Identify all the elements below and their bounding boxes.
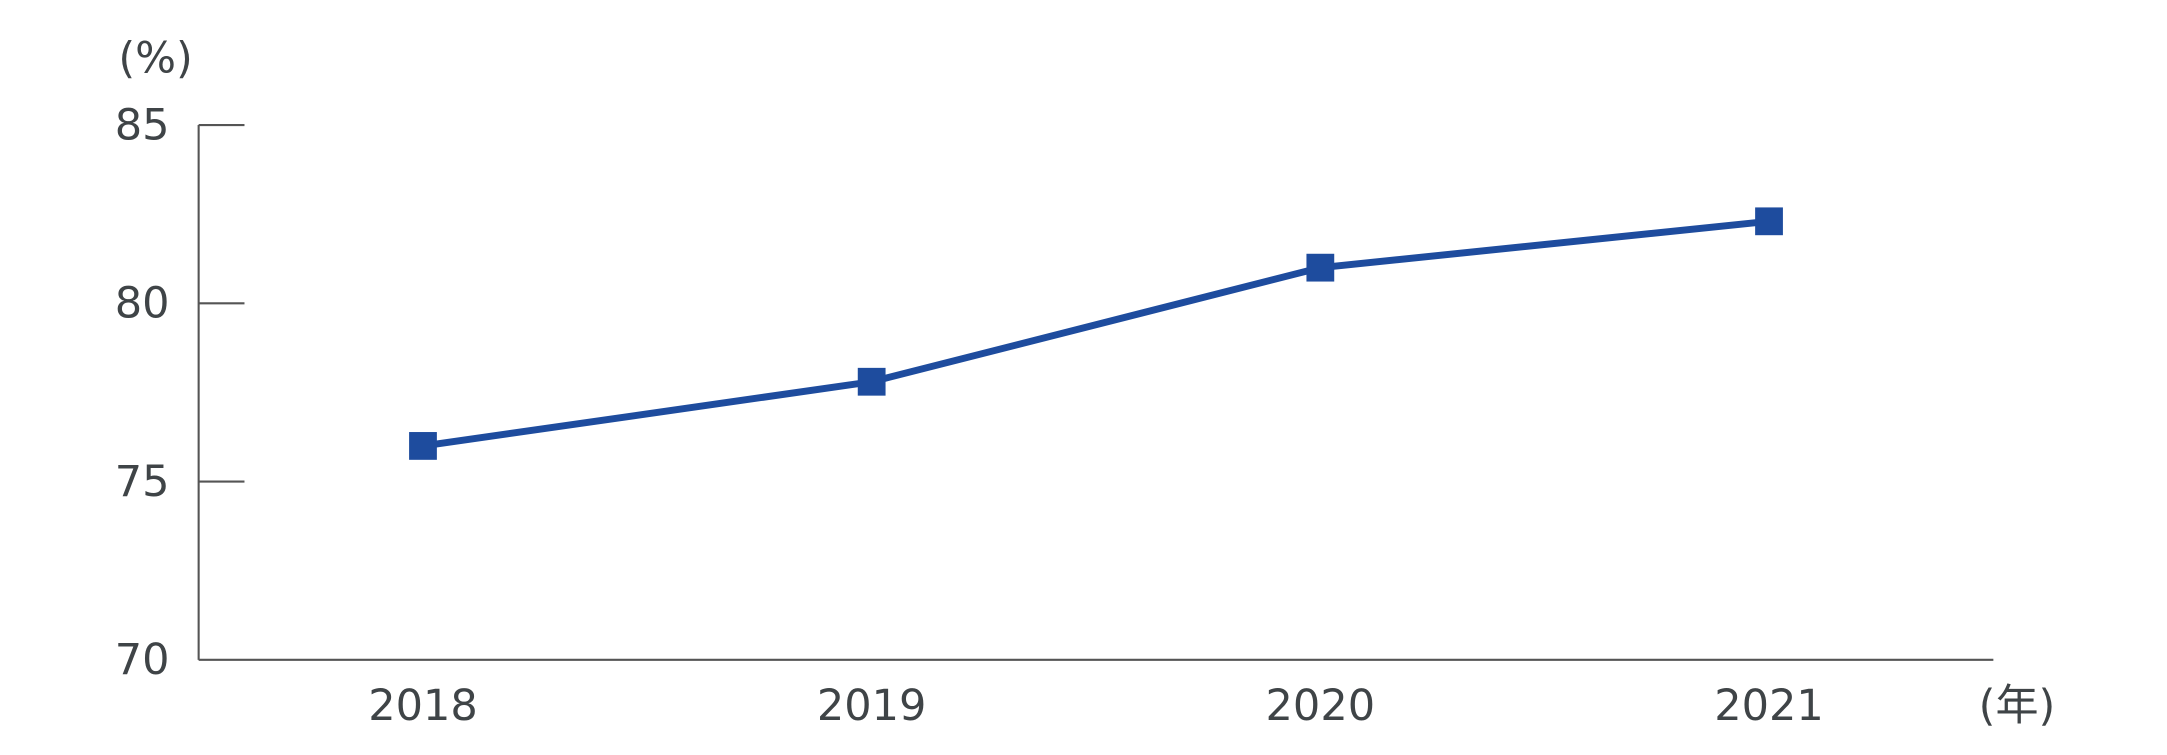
x-tick-label: 2020 <box>1266 681 1376 731</box>
line <box>422 217 1770 450</box>
marker <box>1755 207 1783 236</box>
y-tick-label: 85 <box>115 100 170 150</box>
x-tick-label: 2019 <box>817 681 927 731</box>
marker <box>409 432 437 460</box>
y-axis-unit: (%) <box>118 34 193 84</box>
y-tick-label: 80 <box>115 279 170 329</box>
marker <box>857 367 886 396</box>
x-axis-unit: (年) <box>1979 681 2056 731</box>
x-tick-label: 2021 <box>1714 681 1824 731</box>
y-tick-label: 70 <box>115 635 170 685</box>
y-tick-label: 75 <box>115 457 170 507</box>
marker <box>1306 253 1335 282</box>
x-tick-label: 2018 <box>368 681 478 731</box>
